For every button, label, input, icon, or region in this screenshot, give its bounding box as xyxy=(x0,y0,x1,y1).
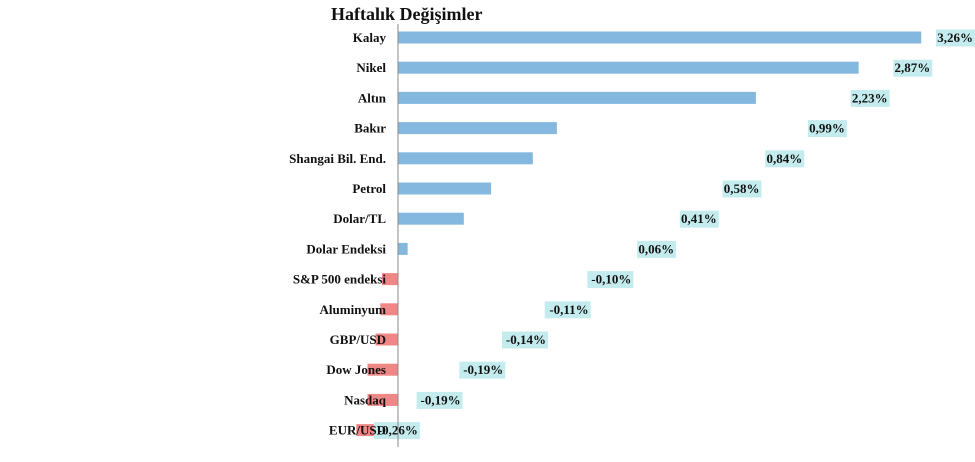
chart-title: Haftalık Değişimler xyxy=(331,4,482,24)
data-label-background xyxy=(722,180,762,198)
bar-s-p-500-endeksi xyxy=(381,273,398,286)
bar-petrol xyxy=(398,182,492,195)
category-labels-group: Kalay Nikel Altın Bakır Shangai Bil. End. Pet… xyxy=(289,30,387,438)
data-label-background xyxy=(587,271,634,289)
data-label-background xyxy=(893,59,933,77)
data-label-background xyxy=(544,301,591,319)
data-label: 0,84% xyxy=(766,151,802,166)
category-label: Bakır xyxy=(354,121,386,136)
data-label-background xyxy=(637,240,677,258)
data-label-background xyxy=(373,422,420,440)
data-label: 0,06% xyxy=(638,241,674,256)
data-labels-group: 3,26% 2,87% 2,23% 0,99% 0,84% 0,58% 0,41% 0,06%… xyxy=(373,29,975,440)
bars-group xyxy=(356,31,922,437)
data-label-background xyxy=(416,391,463,409)
data-label-background xyxy=(459,361,506,379)
data-label: -0,10% xyxy=(591,272,631,287)
data-label-background xyxy=(807,120,847,138)
data-label: 0,58% xyxy=(724,181,760,196)
bar-gbp-usd xyxy=(375,333,398,346)
bar-nasdaq xyxy=(367,393,398,406)
category-label: GBP/USD xyxy=(330,332,386,347)
bar-nikel xyxy=(398,61,859,74)
data-label: 0,99% xyxy=(809,121,845,136)
category-label: Dolar/TL xyxy=(333,211,386,226)
data-label: -0,14% xyxy=(506,332,546,347)
category-label: Aluminyum xyxy=(320,302,387,317)
category-label: Nasdaq xyxy=(344,392,387,407)
bar-alt-n xyxy=(398,91,756,104)
category-label: Dolar Endeksi xyxy=(306,241,386,256)
data-label: -0,11% xyxy=(549,302,588,317)
category-label: Petrol xyxy=(352,181,386,196)
bar-bak-r xyxy=(398,122,557,135)
category-label: EUR/USD xyxy=(329,423,386,438)
category-label: Altın xyxy=(358,90,387,105)
category-label: Nikel xyxy=(356,60,386,75)
data-label-background xyxy=(502,331,548,349)
data-label: 2,23% xyxy=(852,90,888,105)
data-label: -0,19% xyxy=(421,392,461,407)
bar-aluminyum xyxy=(380,303,398,316)
data-label: -0,19% xyxy=(463,362,503,377)
category-label: S&P 500 endeksi xyxy=(293,272,387,287)
category-label: Kalay xyxy=(353,30,387,45)
data-label-background xyxy=(765,150,805,168)
data-label: 2,87% xyxy=(895,60,931,75)
data-label-background xyxy=(850,89,890,107)
bar-dolar-tl xyxy=(398,212,464,225)
bar-dow-jones xyxy=(367,363,398,376)
bar-dolar-endeksi xyxy=(398,242,408,255)
bar-shangai-bil-end xyxy=(398,152,533,165)
category-label: Dow Jones xyxy=(326,362,386,377)
data-label-background xyxy=(679,210,719,228)
bar-kalay xyxy=(398,31,922,44)
data-label: 0,41% xyxy=(681,211,717,226)
data-label: 3,26% xyxy=(937,30,973,45)
category-label: Shangai Bil. End. xyxy=(289,151,386,166)
data-label-background xyxy=(936,29,975,47)
